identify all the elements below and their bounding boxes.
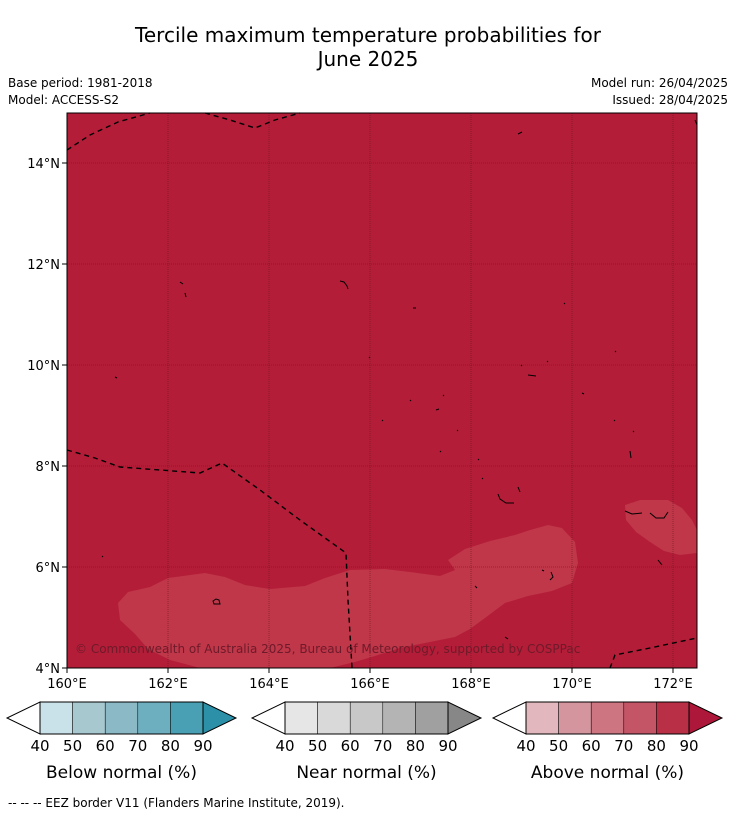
eez-borders — [66, 112, 698, 669]
colorbar-tick-label: 70 — [614, 737, 633, 755]
colorbar-tick-label: 50 — [308, 737, 327, 755]
model-run-label: Model run: 26/04/2025 — [590, 76, 728, 90]
colorbar-tick-label: 60 — [96, 737, 115, 755]
colorbar-segment — [590, 701, 625, 735]
island-outlines — [101, 119, 698, 640]
colorbar-tick-label: 90 — [438, 737, 457, 755]
lat-tick-label: 14°N — [27, 157, 60, 172]
copyright-notice: © Commonwealth of Australia 2025, Bureau… — [75, 642, 580, 656]
colorbar-segment — [137, 701, 171, 735]
colorbar-segment — [317, 701, 351, 735]
colorbar-legends: 40 50 60 70 80 90 Below normal (%) 40 50 60 70 80 90… — [5, 701, 724, 783]
colorbar-tick-label: 80 — [161, 737, 180, 755]
colorbar-extend-low — [491, 701, 527, 735]
issued-label: Issued: 28/04/2025 — [612, 93, 728, 107]
latitude-axis: 14°N 12°N 10°N 8°N 6°N 4°N — [27, 157, 67, 677]
lon-tick-label: 160°E — [47, 677, 87, 692]
colorbar-tick-label: 80 — [406, 737, 425, 755]
colorbar-tick-label: 40 — [275, 737, 294, 755]
colorbar-tick-label: 60 — [582, 737, 601, 755]
map-frame — [66, 112, 698, 669]
map-title-line1: Tercile maximum temperature probabilitie… — [135, 23, 601, 47]
colorbar-extend-high — [688, 701, 724, 735]
colorbar-tick-label: 40 — [30, 737, 49, 755]
colorbar-segment — [104, 701, 139, 735]
colorbar-extend-high — [447, 701, 483, 735]
lat-tick-label: 10°N — [27, 359, 60, 374]
colorbar-label: Above normal (%) — [531, 763, 684, 783]
lower-probability-patch — [118, 525, 578, 668]
colorbar-tick-label: 80 — [647, 737, 666, 755]
colorbar-label: Below normal (%) — [46, 763, 197, 783]
colorbar-tick-label: 50 — [549, 737, 568, 755]
lon-tick-label: 166°E — [350, 677, 390, 692]
colorbar-segment — [284, 701, 318, 735]
map-title-line2: June 2025 — [317, 47, 419, 71]
lon-tick-label: 164°E — [249, 677, 289, 692]
colorbar-tick-label: 60 — [341, 737, 360, 755]
colorbar-segment — [72, 701, 106, 735]
colorbar-segment — [349, 701, 384, 735]
colorbar-frame — [525, 701, 690, 735]
lat-tick-label: 6°N — [36, 561, 61, 576]
colorbar-tick-label: 70 — [128, 737, 147, 755]
lon-tick-label: 168°E — [451, 677, 491, 692]
colorbar-tick-label: 90 — [193, 737, 212, 755]
base-period-label: Base period: 1981-2018 — [8, 76, 153, 90]
colorbar-label: Near normal (%) — [296, 763, 436, 783]
lat-tick-label: 8°N — [36, 460, 61, 475]
colorbar-frame — [284, 701, 449, 735]
colorbar-tick-label: 90 — [679, 737, 698, 755]
colorbar-extend-high — [202, 701, 238, 735]
lat-tick-label: 12°N — [27, 258, 60, 273]
colorbar-tick-label: 50 — [63, 737, 82, 755]
map-panel: © Commonwealth of Australia 2025, Bureau… — [66, 112, 698, 669]
colorbar-segment — [415, 701, 449, 735]
colorbar-segment — [170, 701, 204, 735]
colorbar-tick-label: 70 — [373, 737, 392, 755]
lower-probability-patch-east — [625, 500, 697, 555]
colorbar-tick-label: 40 — [516, 737, 535, 755]
colorbar-segment — [623, 701, 657, 735]
colorbar-1: 40 50 60 70 80 90 Below normal (%) — [5, 701, 238, 783]
eez-legend-note: -- -- -- EEZ border V11 (Flanders Marine… — [8, 796, 345, 810]
map-graticule — [67, 113, 697, 668]
model-label: Model: ACCESS-S2 — [8, 93, 120, 107]
colorbar-3: 40 50 60 70 80 90 Above normal (%) — [491, 701, 724, 783]
colorbar-segment — [525, 701, 559, 735]
colorbar-segment — [656, 701, 690, 735]
lat-tick-label: 4°N — [36, 662, 61, 677]
colorbar-segment — [558, 701, 592, 735]
map-figure: © Commonwealth of Australia 2025, Bureau… — [5, 112, 724, 783]
lon-tick-label: 172°E — [653, 677, 693, 692]
lon-tick-label: 170°E — [552, 677, 592, 692]
lon-tick-label: 162°E — [148, 677, 188, 692]
colorbar-segment — [39, 701, 73, 735]
longitude-axis: 160°E 162°E 164°E 166°E 168°E 170°E 172°E — [47, 668, 693, 692]
colorbar-extend-low — [250, 701, 286, 735]
colorbar-frame — [39, 701, 204, 735]
colorbar-segment — [382, 701, 416, 735]
colorbar-extend-low — [5, 701, 41, 735]
